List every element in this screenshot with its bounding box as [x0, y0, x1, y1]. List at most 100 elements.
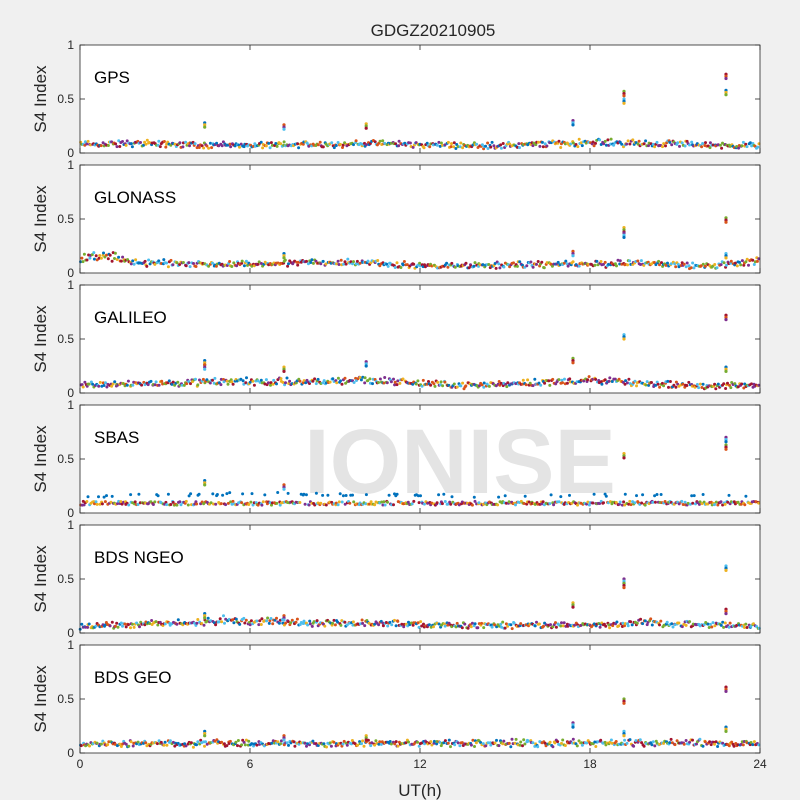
scatter-series	[79, 435, 761, 507]
data-point	[187, 380, 191, 384]
data-point	[175, 261, 179, 265]
data-point	[389, 742, 393, 746]
panel-bds-ngeo: 0 0.5 1 BDS NGEO S4 Index	[31, 518, 761, 640]
data-point	[378, 139, 382, 143]
data-point	[653, 494, 657, 498]
x-tick-label: 18	[583, 757, 597, 771]
data-point	[713, 624, 717, 628]
data-point	[638, 738, 642, 742]
data-point	[253, 142, 257, 146]
data-point	[175, 622, 179, 626]
data-point	[102, 384, 106, 387]
data-point	[332, 146, 336, 150]
data-point	[386, 500, 389, 504]
data-point	[229, 500, 233, 504]
data-point	[533, 377, 537, 381]
data-point	[642, 263, 646, 267]
data-point	[393, 266, 397, 269]
data-point	[682, 622, 686, 626]
spike-point	[724, 318, 728, 322]
data-point	[310, 258, 314, 262]
axes-background	[80, 525, 760, 633]
data-point	[392, 377, 395, 381]
spike-point	[203, 734, 207, 738]
data-point	[337, 263, 341, 266]
data-point	[144, 142, 148, 146]
spike-point	[622, 228, 626, 232]
spike-point	[622, 734, 626, 738]
data-point	[157, 259, 161, 263]
data-point	[668, 380, 672, 383]
data-point	[620, 142, 624, 146]
data-point	[97, 495, 100, 499]
data-point	[608, 376, 612, 380]
data-point	[184, 264, 188, 268]
data-point	[489, 145, 493, 149]
data-point	[654, 383, 658, 387]
data-point	[501, 620, 505, 624]
data-point	[91, 382, 95, 386]
data-point	[377, 742, 381, 746]
panel-galileo: 0 0.5 1 GALILEO S4 Index	[31, 278, 761, 400]
data-point	[617, 377, 621, 381]
data-point	[328, 741, 332, 745]
data-point	[443, 624, 447, 628]
data-point	[295, 617, 299, 621]
data-point	[450, 261, 454, 265]
data-point	[378, 264, 382, 268]
data-point	[650, 743, 654, 747]
data-point	[642, 142, 646, 146]
data-point	[750, 382, 753, 386]
data-point	[432, 739, 436, 743]
data-point	[244, 738, 248, 742]
data-point	[458, 744, 462, 748]
data-point	[716, 503, 720, 507]
data-point	[195, 502, 199, 506]
data-point	[334, 144, 338, 147]
data-point	[404, 741, 408, 745]
data-point	[730, 740, 734, 744]
data-point	[626, 624, 630, 628]
data-point	[321, 259, 325, 263]
data-point	[629, 620, 633, 624]
data-point	[537, 140, 540, 144]
data-point	[496, 503, 500, 507]
data-point	[165, 261, 169, 265]
data-point	[235, 264, 239, 268]
data-point	[396, 619, 400, 623]
data-point	[158, 145, 162, 149]
x-axis-label: UT(h)	[398, 781, 441, 800]
data-point	[456, 741, 460, 745]
data-point	[204, 740, 207, 744]
data-point	[86, 495, 90, 499]
spike-point	[724, 315, 728, 319]
data-point	[750, 144, 754, 148]
data-point	[438, 740, 442, 744]
data-point	[147, 258, 151, 262]
spike-point	[622, 89, 626, 93]
data-point	[100, 502, 104, 506]
data-point	[126, 623, 130, 627]
data-point	[443, 143, 447, 147]
data-point	[654, 263, 658, 267]
data-point	[664, 263, 668, 267]
data-point	[178, 500, 182, 504]
data-point	[680, 499, 684, 503]
data-point	[543, 142, 547, 146]
data-point	[522, 738, 526, 742]
spike-point	[282, 256, 286, 260]
data-point	[459, 384, 463, 388]
y-tick-label: 1	[67, 158, 74, 172]
data-point	[99, 144, 103, 148]
data-point	[124, 625, 128, 629]
data-point	[603, 260, 607, 264]
data-point	[733, 261, 737, 265]
data-point	[743, 382, 747, 386]
data-point	[422, 502, 426, 506]
data-point	[311, 379, 315, 383]
data-point	[678, 144, 681, 148]
data-point	[143, 259, 147, 263]
data-point	[650, 381, 653, 384]
data-point	[210, 146, 214, 150]
data-point	[302, 379, 306, 383]
